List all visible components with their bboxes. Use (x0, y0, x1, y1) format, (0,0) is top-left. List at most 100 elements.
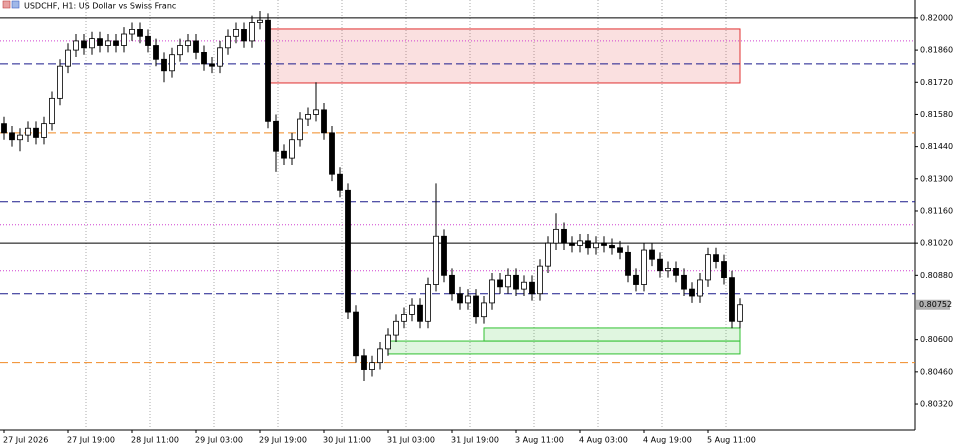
x-tick-label: 31 Jul 03:00 (387, 436, 435, 445)
candle-body (497, 279, 503, 288)
candle-body (1, 123, 7, 134)
candle-body (81, 40, 87, 49)
candle-body (649, 249, 655, 260)
candle-body (625, 251, 631, 276)
candle-body (737, 304, 743, 322)
candle-body (681, 274, 687, 290)
y-tick-label: 0.81300 (920, 174, 953, 183)
x-tick-label: 30 Jul 11:00 (323, 436, 371, 445)
candle-body (521, 281, 527, 290)
candle-body (433, 235, 439, 285)
candle-body (297, 118, 303, 141)
price-label: 0.80752 (919, 300, 952, 309)
candle-body (449, 274, 455, 295)
candle-body (345, 189, 351, 313)
x-tick-label: 29 Jul 03:00 (195, 436, 243, 445)
zone (483, 327, 741, 342)
y-tick-label: 0.80320 (920, 400, 953, 409)
candle-body (241, 29, 247, 42)
candle-body (553, 228, 559, 244)
x-tick-label: 5 Aug 11:00 (707, 436, 756, 445)
candle-body (489, 279, 495, 304)
candle-body (185, 40, 191, 46)
candle-body (33, 127, 39, 138)
candle-body (353, 311, 359, 357)
candle-body (425, 284, 431, 322)
y-tick-label: 0.80460 (920, 367, 953, 376)
candle-body (409, 304, 415, 315)
candle-body (161, 58, 167, 72)
y-tick-label: 0.82000 (920, 13, 953, 22)
x-tick-label: 4 Aug 19:00 (643, 436, 692, 445)
candle-body (233, 29, 239, 37)
candle-body (289, 139, 295, 159)
candle-body (145, 35, 151, 46)
zone (387, 340, 741, 355)
candle-body (201, 51, 207, 65)
candle-body (281, 150, 287, 159)
candle-body (641, 249, 647, 285)
x-tick-label: 29 Jul 19:00 (259, 436, 307, 445)
candle-body (697, 279, 703, 297)
price-label-bg (916, 299, 950, 310)
candle-body (457, 293, 463, 304)
candle-body (513, 274, 519, 290)
candle-body (105, 40, 111, 46)
y-tick-label: 0.81440 (920, 142, 953, 151)
y-tick-label: 0.81720 (920, 78, 953, 87)
candle-body (257, 19, 263, 23)
candle-body (713, 254, 719, 262)
candle-body (41, 123, 47, 138)
candle-body (153, 45, 159, 60)
candle-body (177, 45, 183, 56)
candle-body (505, 274, 511, 288)
candle-body (313, 109, 319, 115)
y-tick-label: 0.81160 (920, 206, 953, 215)
candle-body (321, 109, 327, 134)
icon[interactable] (2, 0, 11, 9)
candle-body (73, 40, 79, 51)
candle-body (25, 127, 31, 136)
toolbar-icons (2, 0, 20, 9)
candle-body (657, 258, 663, 272)
candle-body (633, 274, 639, 285)
candle-body (193, 40, 199, 53)
candle-body (273, 120, 279, 152)
y-tick-label: 0.80880 (920, 271, 953, 280)
icon[interactable] (11, 0, 20, 9)
candle-body (89, 38, 95, 49)
candle-body (329, 132, 335, 175)
candle-body (217, 47, 223, 67)
candle-body (209, 63, 215, 67)
candle-body (537, 265, 543, 295)
candle-body (441, 235, 447, 276)
candle-body (545, 242, 551, 267)
candle-body (401, 313, 407, 322)
candle-body (369, 362, 375, 370)
candle-body (673, 268, 679, 276)
candle-body (465, 295, 471, 304)
x-tick-label: 27 Jul 19:00 (67, 436, 115, 445)
candle-body (473, 295, 479, 318)
candle-body (729, 277, 735, 322)
candle-body (393, 320, 399, 336)
x-tick-label: 3 Aug 11:00 (515, 436, 564, 445)
candle-body (57, 65, 63, 99)
x-tick-label: 28 Jul 11:00 (131, 436, 179, 445)
candle-body (689, 288, 695, 297)
candle-body (385, 334, 391, 350)
candle-body (721, 261, 727, 279)
candle-body (609, 245, 615, 249)
y-tick-label: 0.81860 (920, 46, 953, 55)
candle-body (65, 49, 71, 67)
candle-body (17, 134, 23, 141)
candle-body (113, 40, 119, 46)
candle-body (305, 114, 311, 120)
x-tick-label: 31 Jul 19:00 (451, 436, 499, 445)
candle-body (129, 29, 135, 35)
candle-body (585, 240, 591, 249)
candle-body (569, 242, 575, 246)
chart-title: USDCHF, H1: US Dollar vs Swiss Franc (24, 2, 176, 11)
